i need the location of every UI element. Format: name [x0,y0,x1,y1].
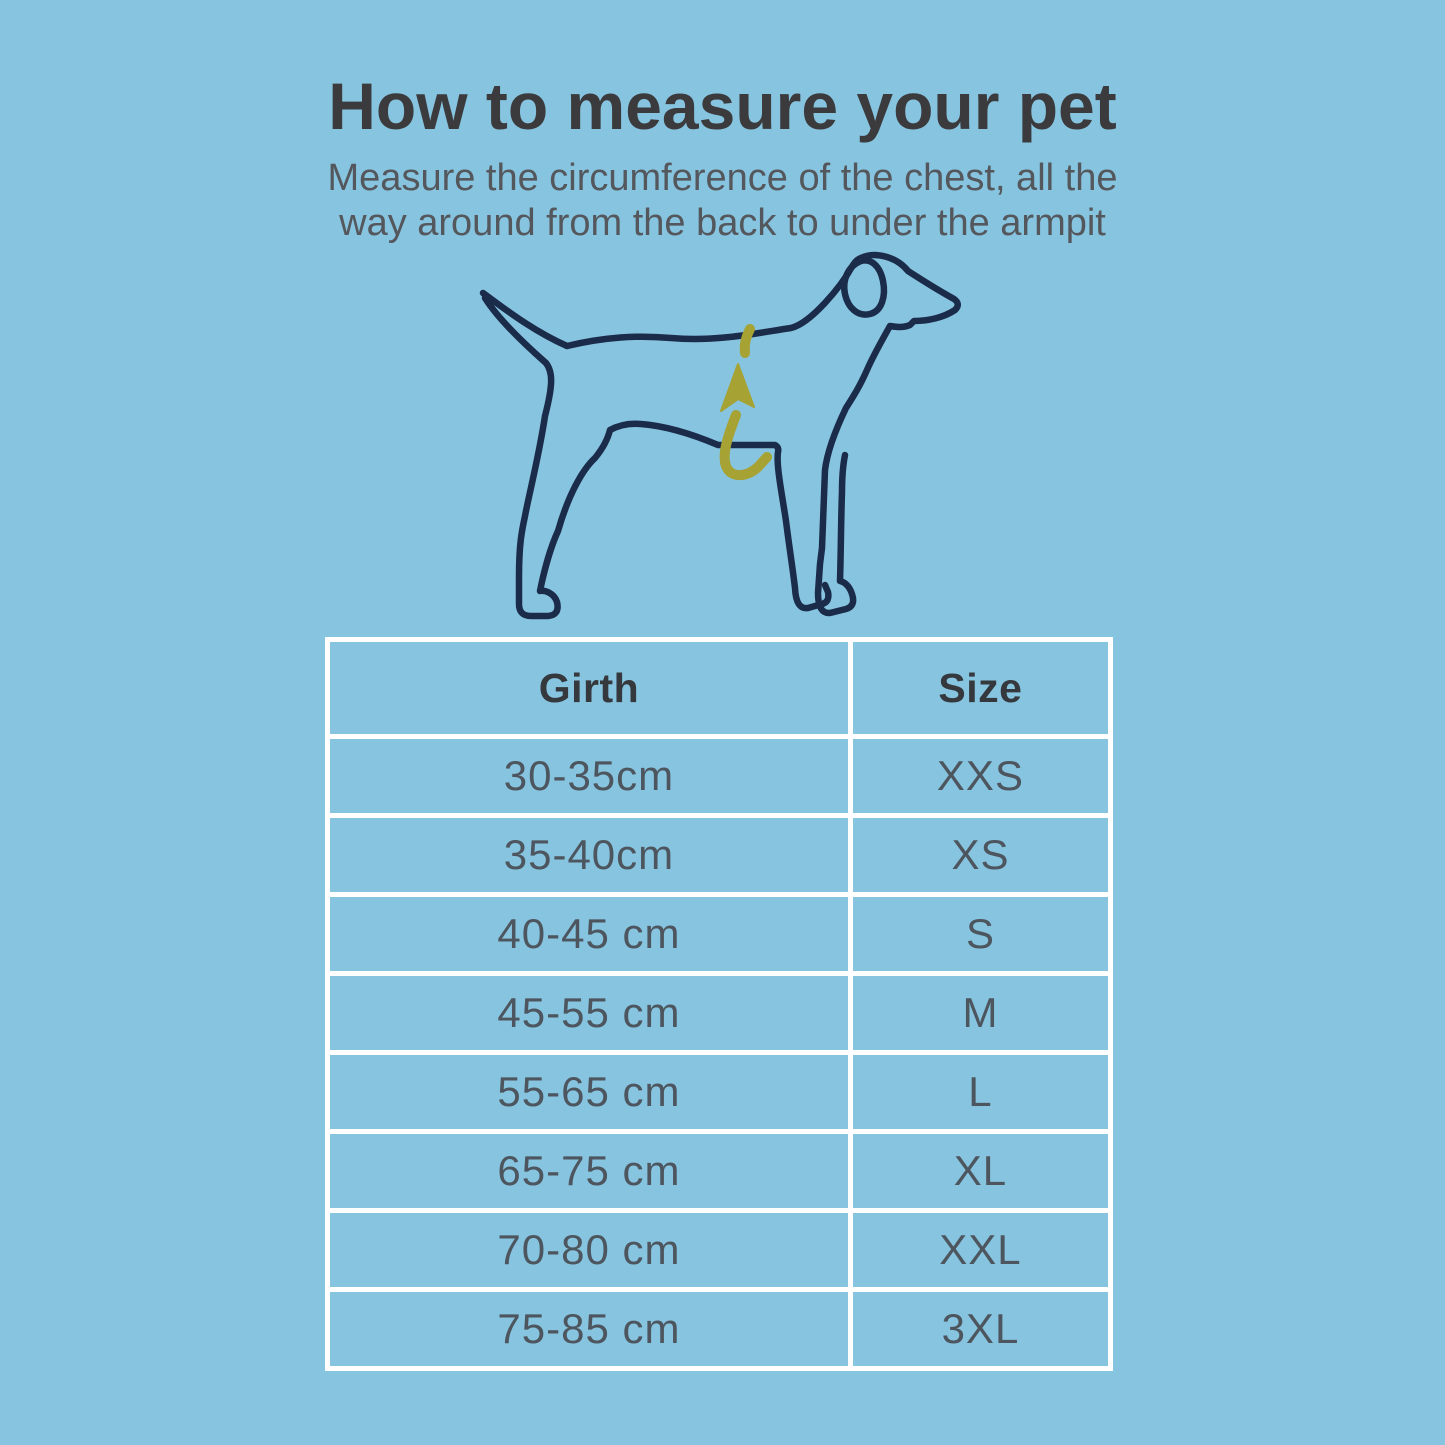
girth-measure-arrow [719,324,772,481]
table-row: 40-45 cm S [330,892,1108,971]
girth-header: Girth [330,642,853,734]
size-header: Size [938,664,1023,711]
size-cell: L [968,1068,993,1115]
page-subtitle: Measure the circumference of the chest, … [0,156,1445,246]
girth-arrow-top-arc [739,324,755,358]
dog-illustration [455,248,985,640]
size-cell: XXS [936,752,1024,799]
table-row: 65-75 cm XL [330,1129,1108,1208]
size-table: Girth Size 30-35cm XXS 35-40cm XS 40-45 … [325,637,1113,1371]
size-cell: XL [953,1147,1008,1194]
table-header-row: Girth Size [330,642,1108,734]
girth-cell: 35-40cm [330,818,853,892]
girth-cell: 55-65 cm [330,1055,853,1129]
table-row: 35-40cm XS [330,813,1108,892]
dog-body-lower-outline [481,294,832,620]
dog-outline-svg [479,251,961,620]
size-cell: S [965,910,995,957]
girth-cell: 70-80 cm [330,1213,853,1287]
girth-arrow-main-arc [719,410,772,481]
girth-cell: 30-35cm [330,739,853,813]
size-cell: 3XL [941,1305,1020,1352]
girth-arrow-head [720,363,755,412]
subtitle-line-2: way around from the back to under the ar… [339,202,1106,244]
girth-cell: 65-75 cm [330,1134,853,1208]
dog-body-upper-outline [479,251,961,617]
dog-ear-outline [841,257,888,318]
subtitle-line-1: Measure the circumference of the chest, … [327,157,1118,199]
table-row: 75-85 cm 3XL [330,1287,1108,1366]
table-row: 30-35cm XXS [330,734,1108,813]
table-row: 55-65 cm L [330,1050,1108,1129]
girth-cell: 75-85 cm [330,1292,853,1366]
size-cell: XXL [939,1226,1022,1273]
girth-cell: 40-45 cm [330,897,853,971]
size-cell: XS [951,831,1010,878]
table-row: 70-80 cm XXL [330,1208,1108,1287]
girth-cell: 45-55 cm [330,976,853,1050]
size-cell: M [962,989,999,1036]
page-title: How to measure your pet [328,69,1117,143]
table-row: 45-55 cm M [330,971,1108,1050]
